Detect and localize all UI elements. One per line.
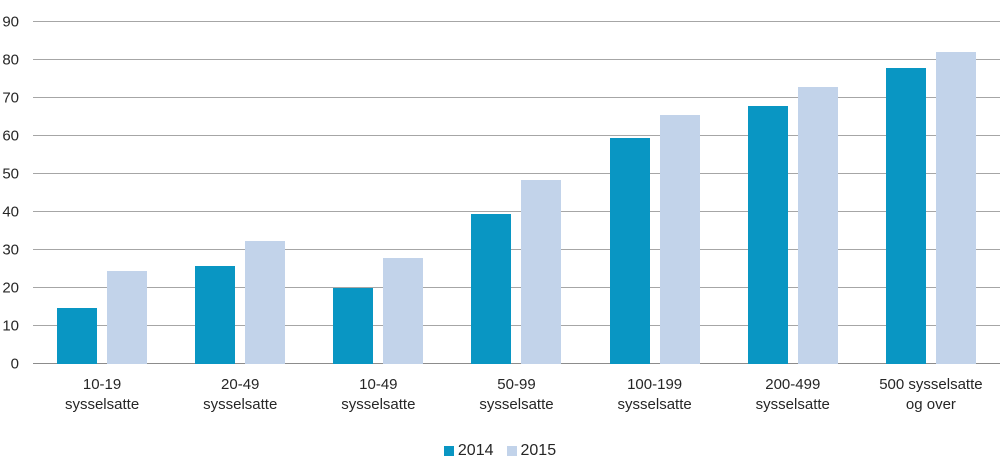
bar-2014 [471, 213, 512, 364]
gridline [33, 173, 1000, 174]
x-tick-label-line: sysselsatte [341, 396, 416, 413]
x-tick-label-line: 50-99 [497, 376, 536, 393]
bar-2015 [935, 52, 976, 364]
y-tick-label: 50 [2, 165, 19, 183]
y-tick-label: 40 [2, 203, 19, 221]
legend-item-2015: 2015 [506, 442, 557, 459]
x-tick-label: 10-19 sysselsatte [33, 375, 171, 415]
x-tick-label-line: sysselsatte [617, 396, 692, 413]
x-tick-label-line: sysselsatte [64, 396, 140, 413]
y-tick-label: 60 [2, 127, 19, 145]
x-tick-label-line: sysselsatte [479, 396, 554, 413]
legend-label: 2015 [520, 442, 557, 459]
y-tick-label: 0 [10, 355, 19, 373]
bar-2014 [195, 266, 236, 364]
gridline [33, 135, 1000, 136]
bar-group [862, 22, 1000, 364]
y-axis-labels: 0 10 20 30 40 50 60 70 80 90 [0, 15, 19, 372]
bar-2014 [333, 288, 374, 364]
bar-2014 [747, 105, 788, 364]
baseline-gridline [33, 363, 1000, 364]
bar-group [309, 22, 447, 364]
x-tick-label-line: sysselsatte [755, 396, 830, 413]
gridline [33, 249, 1000, 250]
x-tick-label: 50-99 sysselsatte [447, 375, 585, 415]
y-tick-label: 10 [2, 317, 19, 335]
x-tick-label-line: 10-49 [359, 376, 398, 393]
x-tick-label-line: sysselsatte [203, 396, 278, 413]
bar-2014 [57, 307, 98, 364]
bar-2015 [797, 86, 838, 364]
x-tick-label: 100-199 sysselsatte [586, 375, 724, 415]
bar-2015 [107, 270, 148, 364]
x-tick-label: 10-49 sysselsatte [309, 375, 447, 415]
legend-swatch-2015 [506, 446, 517, 456]
legend-label: 2014 [457, 442, 494, 459]
legend: 2014 2015 [0, 443, 1000, 459]
plot-area [33, 21, 1000, 364]
x-tick-label-line: 500 sysselsatte [879, 376, 983, 393]
y-tick-label: 20 [2, 279, 19, 297]
x-tick-label-line: og over [905, 396, 956, 413]
y-tick-label: 90 [2, 13, 19, 31]
gridline [33, 59, 1000, 61]
x-tick-label: 20-49 sysselsatte [171, 375, 309, 415]
gridline [33, 211, 1000, 213]
bar-group [586, 22, 724, 364]
y-tick-label: 80 [2, 51, 19, 69]
bar-2015 [245, 241, 286, 364]
bar-2014 [885, 67, 926, 364]
bar-group [724, 22, 862, 364]
x-tick-label-line: 100-199 [627, 376, 683, 393]
gridline [33, 97, 1000, 98]
legend-item-2014: 2014 [443, 442, 494, 459]
gridline [33, 21, 1000, 22]
bar-group [447, 22, 585, 364]
legend-swatch-2014 [443, 446, 454, 456]
x-axis-labels: 10-19 sysselsatte 20-49 sysselsatte 10-49 sys… [33, 375, 1000, 419]
x-tick-label-line: 200-499 [765, 376, 821, 393]
bar-2015 [383, 257, 424, 364]
bar-2014 [609, 137, 650, 364]
bar-2015 [521, 179, 562, 364]
x-tick-label: 500 sysselsatte og over [862, 375, 1000, 415]
gridline [33, 325, 1000, 327]
bar-group [171, 22, 309, 364]
y-tick-label: 30 [2, 241, 19, 259]
gridline [33, 287, 1000, 289]
x-tick-label-line: 10-19 [82, 376, 122, 393]
x-tick-label: 200-499 sysselsatte [724, 375, 862, 415]
x-tick-label-line: 20-49 [221, 376, 260, 393]
bar-2015 [659, 115, 700, 364]
bar-group [33, 22, 171, 364]
y-tick-label: 70 [2, 89, 19, 107]
